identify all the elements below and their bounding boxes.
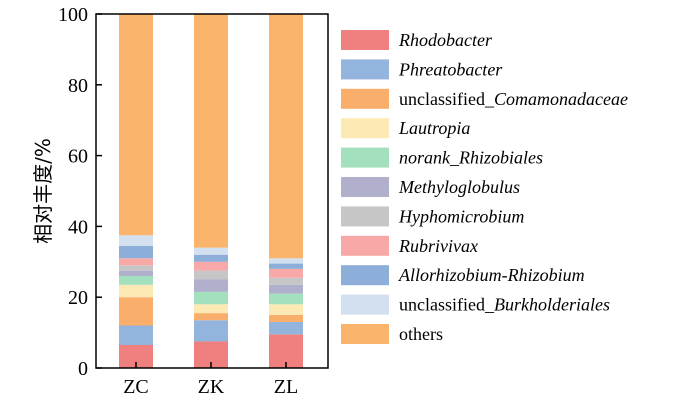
bar-segment-ZC-1 (119, 325, 153, 345)
legend-label-4: norank_Rhizobiales (399, 148, 543, 168)
bar-segment-ZL-7 (269, 268, 303, 278)
y-tick-label: 100 (58, 4, 88, 26)
bar-segment-ZK-10 (194, 14, 228, 248)
bar-segment-ZC-7 (119, 258, 153, 266)
bar-segment-ZL-1 (269, 321, 303, 335)
legend-swatch-6 (341, 206, 389, 227)
bar-segment-ZK-7 (194, 261, 228, 271)
bar-segment-ZC-2 (119, 297, 153, 326)
bar-segment-ZC-10 (119, 14, 153, 236)
bar-segment-ZL-4 (269, 293, 303, 305)
legend-label-10: others (399, 324, 443, 344)
legend-label-0: Rhodobacter (398, 30, 493, 50)
legend-swatch-0 (341, 30, 389, 50)
y-tick-label: 80 (68, 75, 88, 97)
legend-label-3: Lautropia (398, 118, 470, 138)
legend: Rhodobacter Phreatobacter unclassified_Com… (341, 30, 628, 344)
y-tick-label: 40 (68, 216, 88, 238)
legend-swatch-4 (341, 147, 389, 168)
bar-segment-ZK-3 (194, 304, 228, 314)
bar-segment-ZK-1 (194, 320, 228, 342)
legend-swatch-1 (341, 59, 389, 80)
axes-group: 0 20 40 60 80 100 ZC ZK ZL 相对丰度/% (31, 4, 329, 398)
bar-segment-ZL-10 (269, 14, 303, 259)
plot-frame (95, 13, 329, 369)
bar-segment-ZK-9 (194, 247, 228, 255)
legend-swatch-10 (341, 324, 389, 344)
legend-label-8: Allorhizobium-Rhizobium (398, 265, 585, 285)
bar-segment-ZK-4 (194, 291, 228, 305)
legend-label-1: Phreatobacter (398, 59, 503, 79)
bar-segment-ZC-3 (119, 284, 153, 298)
y-tick-label: 20 (68, 287, 88, 309)
legend-label-2: unclassified_Comamonadaceae (399, 89, 628, 109)
bar-segment-ZC-5 (119, 270, 153, 276)
legend-swatch-9 (341, 294, 389, 315)
bar-segment-ZC-0 (119, 344, 153, 368)
bar-segment-ZK-5 (194, 279, 228, 292)
bar-segment-ZC-6 (119, 265, 153, 271)
bar-segment-ZL-6 (269, 277, 303, 285)
x-tick-label-ZK: ZK (198, 376, 225, 398)
legend-label-6: Hyphomicrobium (398, 206, 524, 226)
x-tick-label-ZC: ZC (123, 376, 149, 398)
bar-segment-ZL-5 (269, 284, 303, 294)
x-tick-label-ZL: ZL (274, 376, 298, 398)
bar-segment-ZC-9 (119, 235, 153, 246)
y-tick-label: 0 (78, 358, 88, 380)
bar-segment-ZK-6 (194, 270, 228, 280)
legend-swatch-2 (341, 88, 389, 109)
bar-segment-ZK-8 (194, 254, 228, 262)
legend-swatch-7 (341, 235, 389, 256)
bar-segment-ZC-8 (119, 245, 153, 259)
bar-segment-ZL-8 (269, 263, 303, 269)
legend-label-9: unclassified_Burkholderiales (399, 295, 610, 315)
bar-segment-ZL-2 (269, 314, 303, 322)
bar-segment-ZL-3 (269, 304, 303, 315)
y-tick-label: 60 (68, 146, 88, 168)
legend-swatch-8 (341, 265, 389, 286)
legend-swatch-5 (341, 177, 389, 197)
y-axis-label: 相对丰度/% (31, 138, 55, 244)
legend-swatch-3 (341, 118, 389, 139)
legend-label-7: Rubrivivax (398, 236, 478, 256)
bar-segment-ZL-9 (269, 258, 303, 264)
bar-segment-ZK-2 (194, 313, 228, 321)
bars-group (119, 14, 303, 368)
legend-label-5: Methyloglobulus (398, 177, 520, 197)
bar-segment-ZC-4 (119, 275, 153, 285)
